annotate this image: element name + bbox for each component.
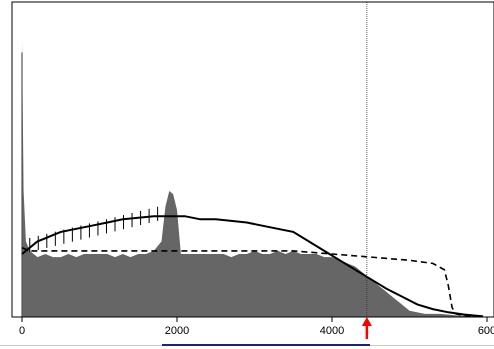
x-tick-label: 2000 [165,325,189,337]
plot-frame [11,1,494,318]
series-solid-line [21,215,484,318]
series-spikes [21,52,159,317]
x-axis: 0 2000 4000 600 [19,317,494,337]
x-tick-label: 600 [478,325,494,337]
series-dashed-line [21,246,484,318]
series-area [22,39,484,318]
x-tick-label: 4000 [320,325,344,337]
arrow-head [361,317,372,326]
x-tick-label: 0 [19,325,25,337]
position-marker [361,317,372,339]
area-fill [22,39,484,318]
scroll-highlight[interactable] [162,344,370,346]
solid-line [21,215,484,318]
dashed-line [21,246,484,318]
